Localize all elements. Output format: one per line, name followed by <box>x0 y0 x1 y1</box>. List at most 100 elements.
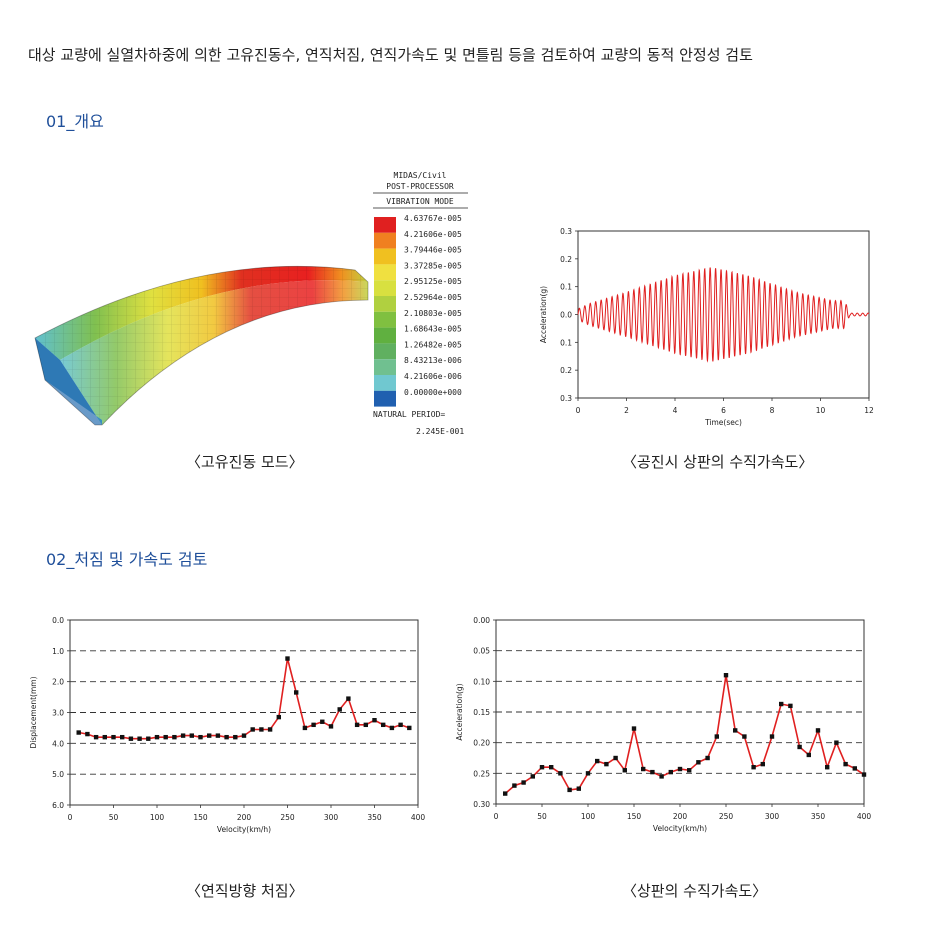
x-tick-label: 12 <box>864 406 874 415</box>
caption-deck-accel: 〈상판의 수직가속도〉 <box>622 882 768 900</box>
y-tick-label: 0.2 <box>560 255 572 264</box>
legend-value-5: 2.52964e-005 <box>404 293 462 302</box>
data-point <box>241 733 247 738</box>
y-axis-label: Acceleration(g) <box>539 286 548 343</box>
data-point <box>567 787 572 793</box>
data-point <box>337 707 342 712</box>
x-tick-label: 150 <box>627 812 642 821</box>
x-tick-label: 250 <box>280 813 295 822</box>
legend-value-3: 3.37285e-005 <box>404 261 462 270</box>
x-tick-label: 50 <box>537 812 547 821</box>
data-point <box>320 719 325 724</box>
legend-mode-label: VIBRATION MODE <box>386 197 454 206</box>
y-tick-label: 2.0 <box>52 678 64 687</box>
x-tick-label: 6 <box>721 406 726 415</box>
legend-value-4: 2.95125e-005 <box>404 277 462 286</box>
data-point <box>407 725 412 731</box>
x-tick-label: 100 <box>150 813 165 822</box>
data-point <box>733 728 738 733</box>
x-tick-label: 400 <box>857 812 872 821</box>
data-point <box>521 780 526 785</box>
y-tick-label: 0.1 <box>560 338 572 347</box>
x-tick-label: 150 <box>193 813 208 822</box>
x-axis-label: Velocity(km/h) <box>653 824 707 833</box>
data-point <box>215 733 221 738</box>
series-line-acceleration <box>577 267 870 363</box>
x-tick-label: 4 <box>673 406 678 415</box>
legend-color-10 <box>374 375 396 391</box>
data-point <box>224 734 229 740</box>
data-point <box>705 755 710 761</box>
data-point <box>760 761 765 767</box>
data-point <box>102 734 107 740</box>
data-point <box>111 734 116 740</box>
intro-text: 대상 교량에 실열차하중에 의한 고유진동수, 연직처짐, 연직가속도 및 면틀… <box>28 46 753 64</box>
bridge-deck-model <box>34 265 369 426</box>
data-point <box>276 714 281 720</box>
legend-value-10: 4.21606e-006 <box>404 372 462 381</box>
x-tick-label: 0 <box>494 812 499 821</box>
legend-color-9 <box>374 359 396 375</box>
legend-value-0: 4.63767e-005 <box>404 214 462 223</box>
data-point <box>723 673 729 678</box>
legend-title-1: MIDAS/Civil <box>394 171 447 180</box>
y-tick-label: 0.30 <box>473 800 490 809</box>
legend-color-7 <box>374 327 396 344</box>
data-point <box>806 752 811 758</box>
y-tick-label: 4.0 <box>52 739 64 748</box>
series-line <box>504 675 865 795</box>
legend-value-8: 1.26482e-005 <box>404 340 462 349</box>
data-point <box>843 761 848 767</box>
x-tick-label: 10 <box>816 406 826 415</box>
y-tick-label: 0.0 <box>52 616 64 625</box>
y-tick-label: 6.0 <box>52 801 64 810</box>
data-point <box>751 765 756 770</box>
legend-value-1: 4.21606e-005 <box>404 230 462 239</box>
y-tick-label: 5.0 <box>52 770 64 779</box>
legend-color-5 <box>374 296 396 312</box>
legend-color-6 <box>374 311 396 328</box>
data-point <box>154 734 160 740</box>
data-point <box>285 656 290 661</box>
legend-color-0 <box>374 217 396 233</box>
y-tick-label: 0.2 <box>560 366 572 375</box>
y-tick-label: 0.15 <box>473 708 490 717</box>
series-line <box>78 658 410 740</box>
data-point <box>852 766 857 771</box>
data-point <box>696 760 701 765</box>
x-tick-label: 350 <box>367 813 382 822</box>
data-point <box>668 769 673 775</box>
data-point <box>172 734 177 740</box>
data-point <box>398 722 403 728</box>
data-point <box>250 727 255 732</box>
y-tick-label: 3.0 <box>52 709 64 718</box>
x-axis-label: Velocity(km/h) <box>217 825 271 834</box>
data-point <box>714 734 719 739</box>
data-point <box>267 727 273 732</box>
data-point <box>576 786 581 791</box>
legend-color-11 <box>374 390 396 407</box>
data-point <box>779 701 784 707</box>
y-tick-label: 0.20 <box>473 739 490 748</box>
data-point <box>769 734 775 739</box>
y-tick-label: 0.25 <box>473 769 490 778</box>
data-point <box>363 722 368 728</box>
data-point <box>389 725 395 731</box>
data-point <box>259 727 264 732</box>
resonance-accel-chart: 0 2 4 6 8 10 12 0.3 0.2 0.1 0.0 0.1 0.2 0.3 Time(sec) A… <box>539 227 874 427</box>
x-tick-label: 300 <box>324 813 339 822</box>
data-point <box>622 768 627 773</box>
data-point <box>503 791 508 796</box>
x-tick-label: 0 <box>576 406 581 415</box>
data-point <box>198 734 203 740</box>
data-point <box>302 725 308 731</box>
deflection-chart: 0 50 100 150 200 250 300 350 400 0.0 1.0 2.0 3.0 4.0 5… <box>29 616 425 834</box>
y-tick-label: 0.1 <box>560 283 572 292</box>
data-point <box>346 696 351 701</box>
legend-color-8 <box>374 343 396 360</box>
legend-value-7: 1.68643e-005 <box>404 325 462 334</box>
data-point <box>381 722 386 728</box>
x-tick-label: 350 <box>811 812 826 821</box>
data-point <box>742 734 747 739</box>
